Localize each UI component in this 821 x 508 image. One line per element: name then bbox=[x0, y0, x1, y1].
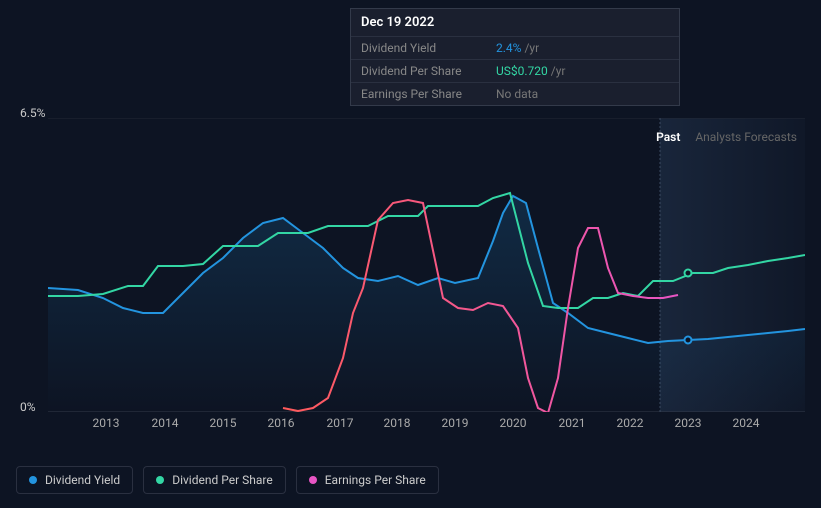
x-tick: 2017 bbox=[327, 416, 354, 430]
x-axis: 2013 2014 2015 2016 2017 2018 2019 2020 2021 2022… bbox=[48, 416, 805, 436]
x-tick: 2019 bbox=[442, 416, 469, 430]
legend-dot-icon bbox=[156, 476, 164, 484]
legend-item[interactable]: Dividend Per Share bbox=[143, 466, 286, 494]
chart-legend: Dividend Yield Dividend Per Share Earnings… bbox=[16, 466, 439, 494]
tooltip-row: Dividend Yield2.4%/yr bbox=[351, 36, 679, 59]
tooltip-label: Dividend Per Share bbox=[361, 64, 496, 78]
tooltip-value: No data bbox=[496, 87, 669, 101]
x-tick: 2021 bbox=[559, 416, 586, 430]
x-tick: 2024 bbox=[733, 416, 760, 430]
y-axis-max: 6.5% bbox=[20, 106, 45, 120]
line-chart bbox=[48, 118, 805, 412]
tooltip-row: Earnings Per ShareNo data bbox=[351, 82, 679, 105]
legend-dot-icon bbox=[309, 476, 317, 484]
tooltip-label: Dividend Yield bbox=[361, 41, 496, 55]
legend-label: Earnings Per Share bbox=[325, 473, 426, 487]
x-tick: 2014 bbox=[152, 416, 179, 430]
chart-tooltip: Dec 19 2022 Dividend Yield2.4%/yrDividen… bbox=[350, 8, 680, 106]
tooltip-value: 2.4%/yr bbox=[496, 41, 669, 55]
legend-dot-icon bbox=[29, 476, 37, 484]
x-tick: 2023 bbox=[675, 416, 702, 430]
x-tick: 2015 bbox=[210, 416, 237, 430]
tooltip-date: Dec 19 2022 bbox=[351, 9, 679, 36]
x-tick: 2022 bbox=[617, 416, 644, 430]
tooltip-value: US$0.720/yr bbox=[496, 64, 669, 78]
x-tick: 2018 bbox=[384, 416, 411, 430]
tooltip-label: Earnings Per Share bbox=[361, 87, 496, 101]
chart-tabs: Past Analysts Forecasts bbox=[644, 130, 797, 144]
tab-past[interactable]: Past bbox=[656, 130, 680, 144]
tab-forecast[interactable]: Analysts Forecasts bbox=[695, 130, 797, 144]
x-tick: 2013 bbox=[93, 416, 120, 430]
x-tick: 2020 bbox=[500, 416, 527, 430]
legend-item[interactable]: Earnings Per Share bbox=[296, 466, 439, 494]
x-tick: 2016 bbox=[268, 416, 295, 430]
legend-label: Dividend Per Share bbox=[172, 473, 273, 487]
legend-item[interactable]: Dividend Yield bbox=[16, 466, 133, 494]
y-axis-min: 0% bbox=[20, 400, 36, 414]
tooltip-row: Dividend Per ShareUS$0.720/yr bbox=[351, 59, 679, 82]
legend-label: Dividend Yield bbox=[45, 473, 120, 487]
